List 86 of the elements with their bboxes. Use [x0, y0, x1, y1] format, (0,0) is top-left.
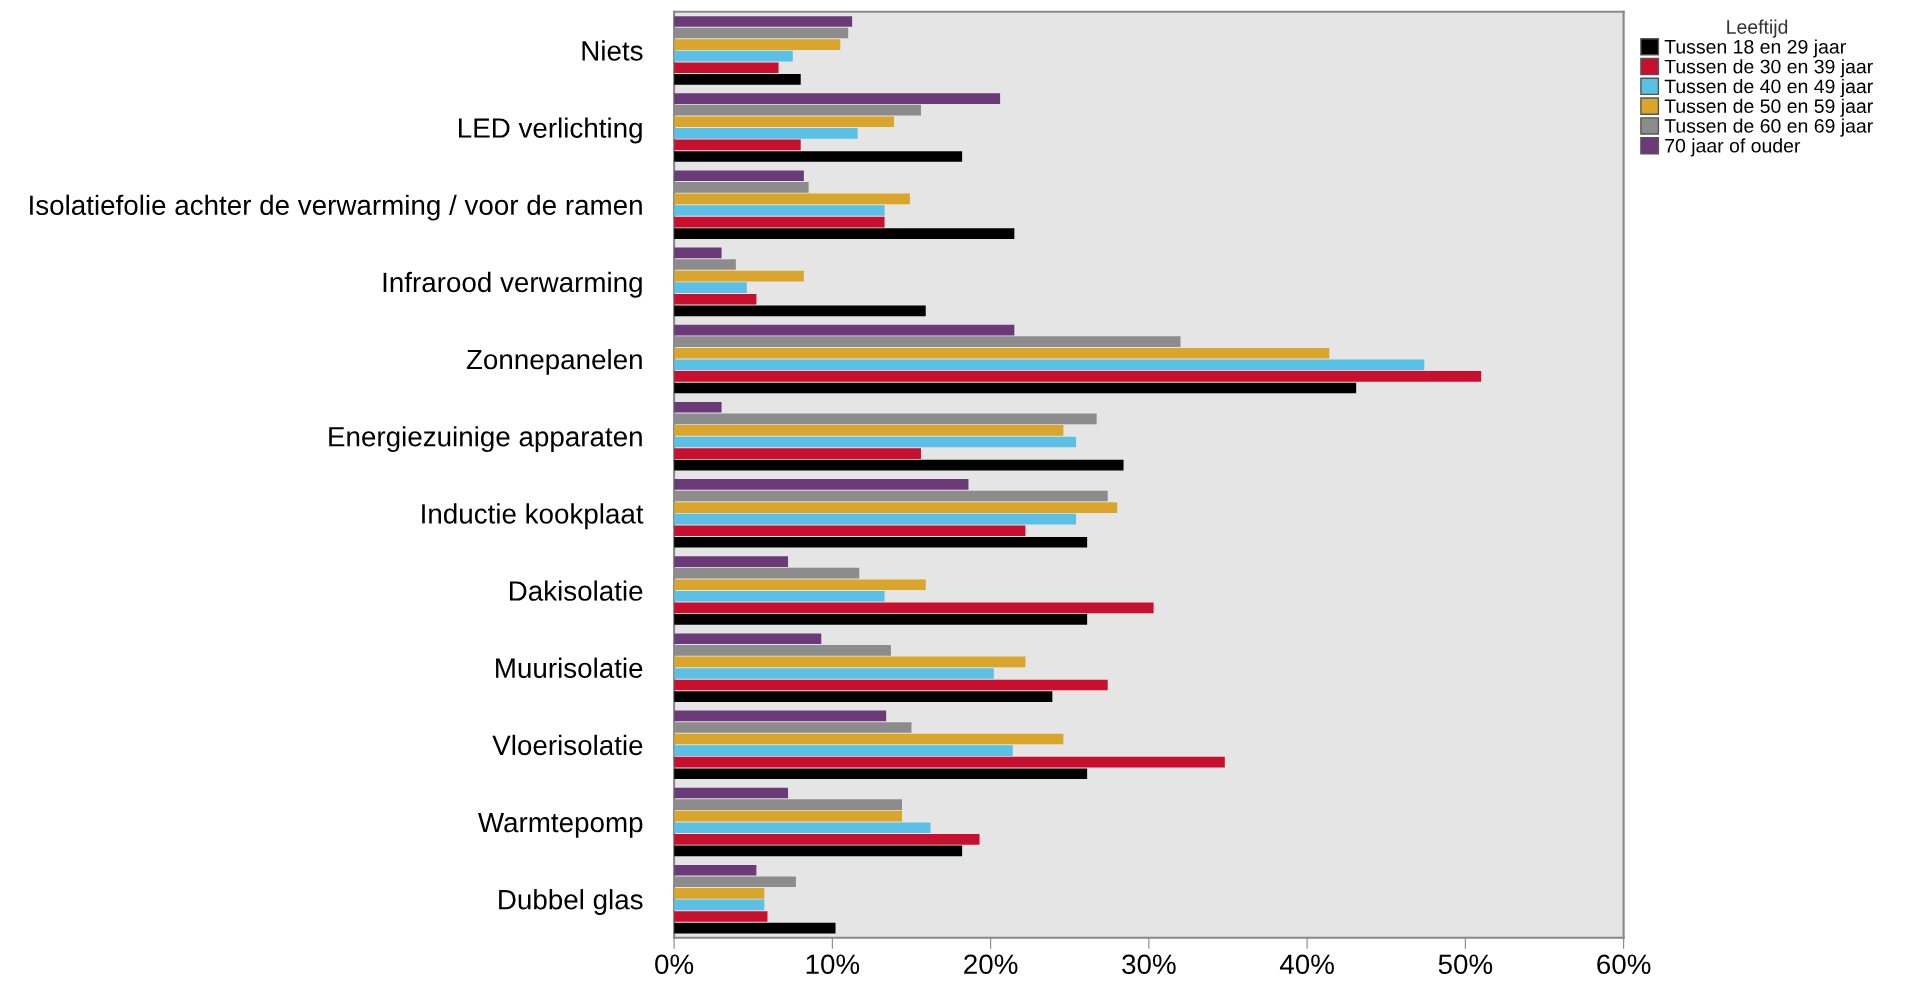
- y-tick-label: Vloerisolatie: [492, 734, 643, 756]
- bar: [674, 733, 1064, 745]
- bar: [674, 633, 822, 645]
- bar: [674, 216, 885, 228]
- bar: [674, 614, 1088, 625]
- bar: [674, 324, 1015, 336]
- bar: [674, 347, 1330, 359]
- bar: [674, 525, 1026, 537]
- bar: [674, 93, 1001, 104]
- bar: [674, 359, 1425, 371]
- bar: [674, 768, 1088, 780]
- bar: [674, 425, 1064, 436]
- bar: [674, 888, 765, 899]
- bar: [674, 710, 887, 722]
- bar: [674, 128, 858, 139]
- bar: [674, 228, 1015, 239]
- x-tick-label: 20%: [964, 954, 1018, 975]
- bar: [674, 822, 931, 834]
- bar: [674, 602, 1154, 614]
- x-tick-label: 0%: [655, 954, 694, 975]
- bar: [674, 62, 779, 74]
- bar: [674, 864, 757, 876]
- bar: [674, 436, 1077, 448]
- legend-label: 70 jaar of ouder: [1665, 138, 1801, 157]
- y-tick-label: Isolatiefolie achter de verwarming / voor de ramen: [30, 194, 642, 221]
- bar: [674, 116, 895, 128]
- legend-label: Tussen de 60 en 69 jaar: [1664, 118, 1873, 137]
- bar: [674, 787, 789, 799]
- bar: [674, 502, 1118, 513]
- bar: [674, 911, 768, 922]
- legend-label: Tussen de 50 en 59 jaar: [1664, 98, 1873, 117]
- y-tick-label: Inductie kookplaat: [422, 503, 644, 530]
- bar: [674, 293, 757, 305]
- bar: [674, 922, 836, 934]
- bar: [674, 205, 885, 216]
- bar: [674, 74, 801, 85]
- y-tick-label: Warmtepomp: [478, 812, 643, 838]
- bar: [674, 459, 1124, 471]
- bar: [674, 668, 994, 679]
- bar: [674, 247, 722, 259]
- bar: [674, 579, 926, 591]
- bar: [674, 756, 1225, 768]
- bar: [674, 282, 747, 293]
- bar: [674, 479, 969, 490]
- bar: [674, 834, 980, 845]
- legend-label: Tussen 18 en 29 jaar: [1664, 39, 1846, 58]
- legend-label: Tussen de 40 en 49 jaar: [1664, 78, 1873, 98]
- bar: [674, 270, 804, 282]
- x-tick-label: 50%: [1438, 954, 1493, 975]
- y-tick-label: Dubbel glas: [499, 889, 643, 915]
- bar: [674, 513, 1077, 525]
- bar: [674, 679, 1108, 691]
- bar: [674, 590, 885, 602]
- bar: [674, 656, 1026, 668]
- legend-label: Tussen de 30 en 39 jaar: [1664, 59, 1873, 78]
- bar: [674, 401, 722, 413]
- bar: [674, 536, 1088, 548]
- bar: [674, 151, 963, 162]
- bar: [674, 382, 1357, 394]
- y-tick-label: Muurisolatie: [496, 657, 643, 678]
- y-tick-label: Niets: [582, 40, 643, 61]
- legend-title: Leeftijd: [1727, 19, 1788, 38]
- bar: [674, 810, 902, 822]
- bar: [674, 556, 789, 567]
- bar: [674, 305, 926, 317]
- bar: [674, 193, 910, 205]
- bar: [674, 899, 765, 911]
- x-tick-label: 30%: [1122, 954, 1176, 975]
- bar: [674, 691, 1053, 702]
- y-tick-label: Energiezuinige apparaten: [329, 426, 642, 453]
- y-tick-label: LED verlichting: [459, 117, 642, 144]
- bar: [674, 16, 853, 27]
- bar: [674, 371, 1482, 382]
- y-tick-label: Zonnepanelen: [466, 348, 642, 375]
- bar: [674, 448, 921, 459]
- y-tick-label: Infrarood verwarming: [383, 271, 642, 298]
- y-tick-label: Dakisolatie: [509, 580, 643, 601]
- x-tick-label: 10%: [806, 954, 860, 975]
- bar: [674, 139, 801, 151]
- bar: [674, 845, 963, 857]
- bar: [674, 39, 841, 50]
- bar: [674, 50, 793, 62]
- x-tick-label: 40%: [1279, 954, 1334, 975]
- bar: [674, 745, 1013, 756]
- bar: [674, 170, 804, 182]
- x-tick-label: 60%: [1597, 954, 1651, 975]
